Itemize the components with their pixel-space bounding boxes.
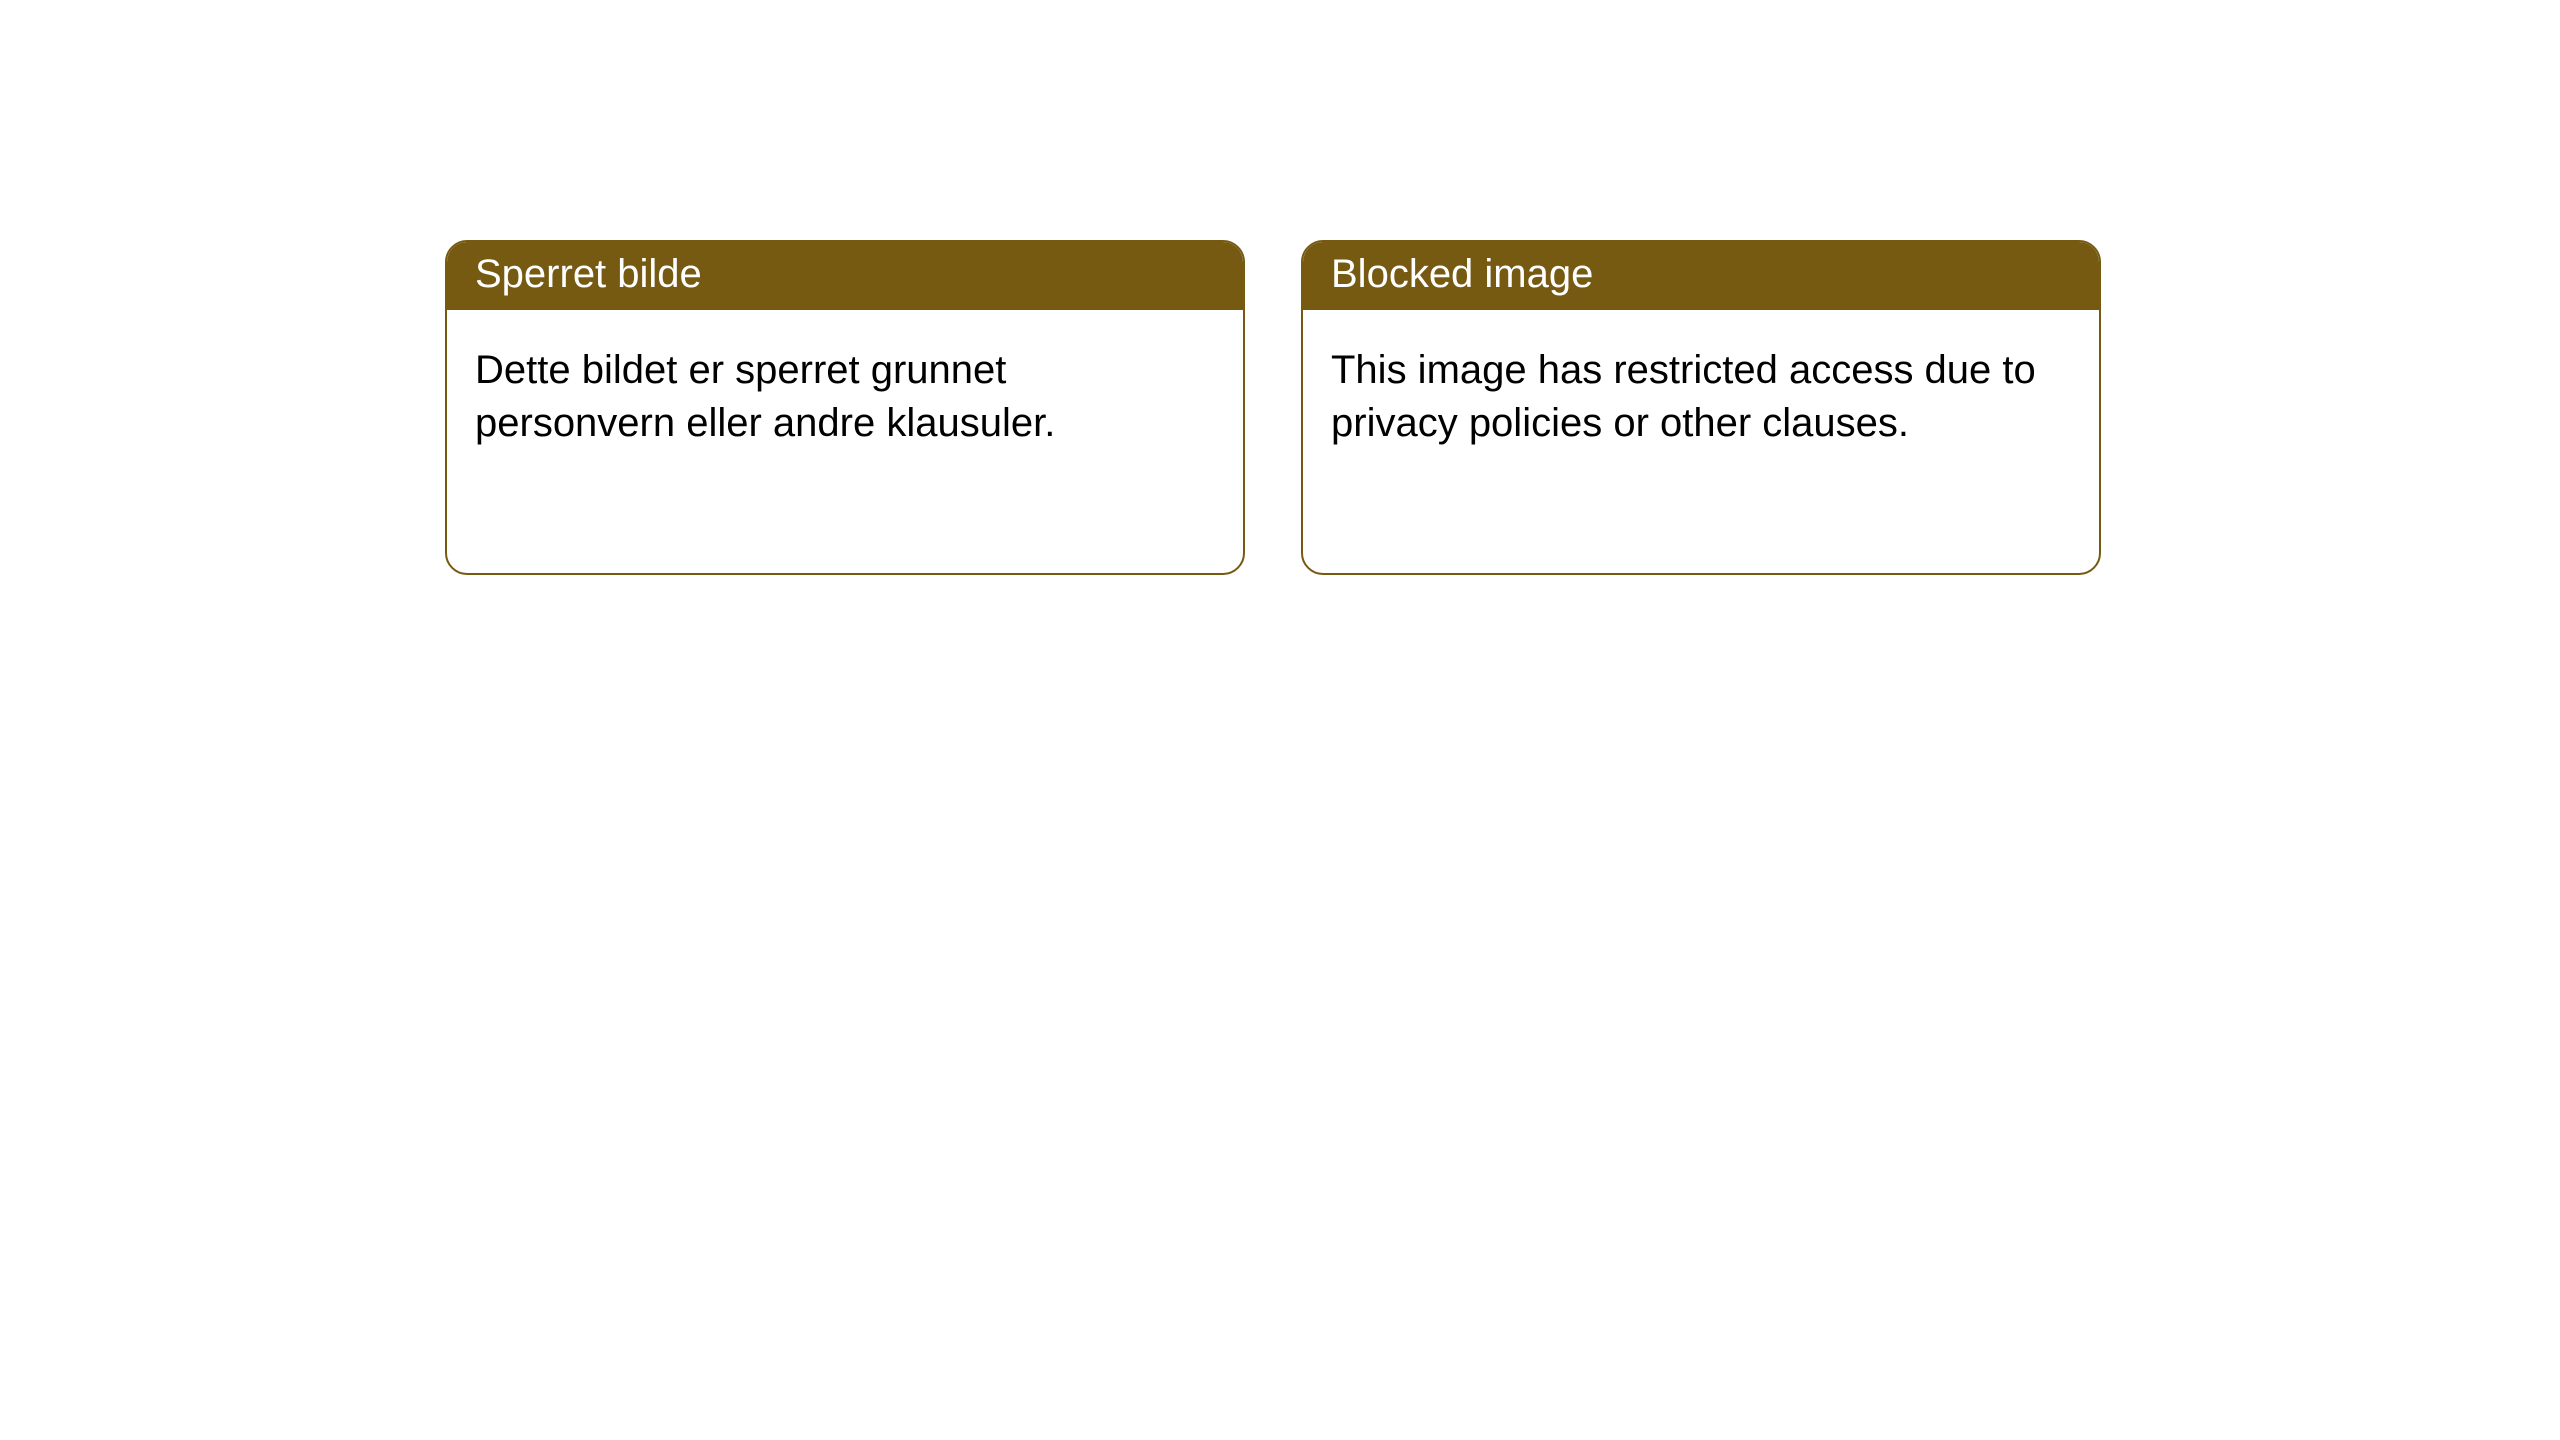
notice-card-english: Blocked image This image has restricted … [1301, 240, 2101, 575]
card-title: Blocked image [1303, 242, 2099, 310]
card-body-text: Dette bildet er sperret grunnet personve… [447, 310, 1243, 484]
notice-card-norwegian: Sperret bilde Dette bildet er sperret gr… [445, 240, 1245, 575]
card-body-text: This image has restricted access due to … [1303, 310, 2099, 484]
notice-cards-container: Sperret bilde Dette bildet er sperret gr… [0, 0, 2560, 575]
card-title: Sperret bilde [447, 242, 1243, 310]
